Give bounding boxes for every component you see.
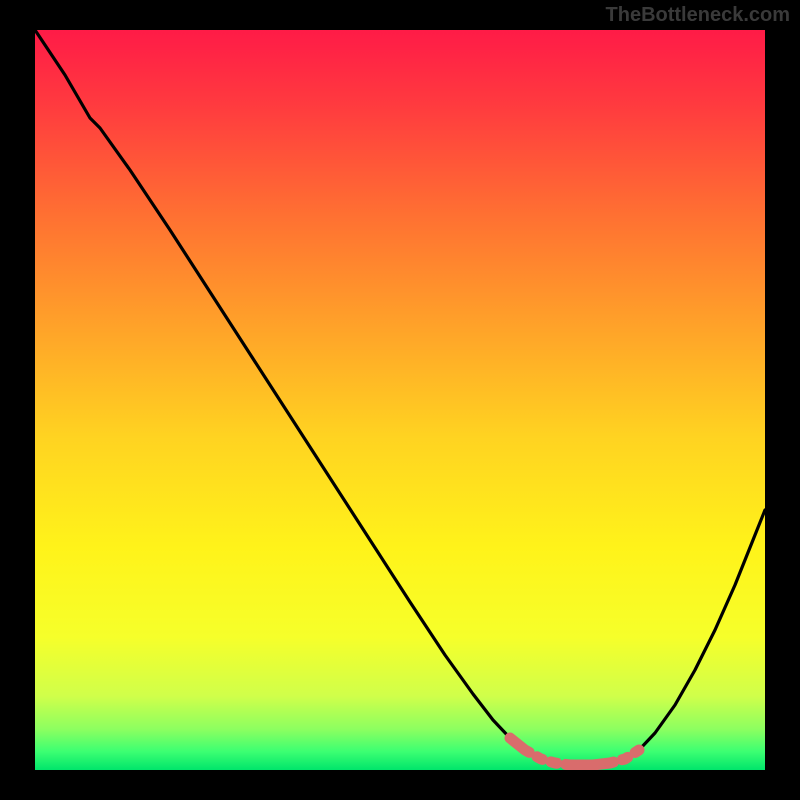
accent-segment: [510, 738, 639, 765]
plot-area: [35, 30, 765, 770]
watermark-text: TheBottleneck.com: [606, 4, 790, 27]
curve-layer: [35, 30, 765, 770]
chart-container: TheBottleneck.com: [0, 0, 800, 800]
bottleneck-curve: [35, 30, 765, 765]
